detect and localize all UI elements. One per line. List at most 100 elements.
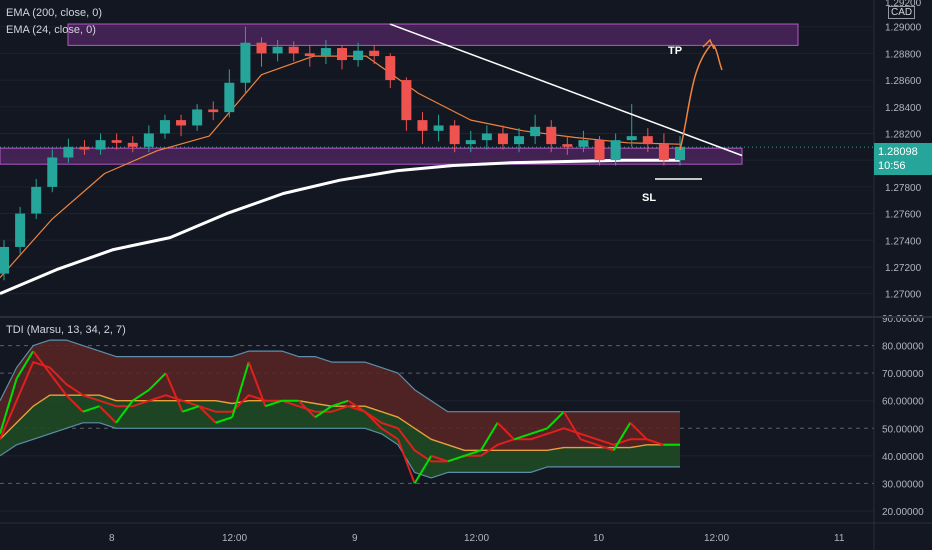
ema-24-line [0, 55, 681, 278]
tdi-tick-label: 80.00000 [882, 342, 924, 353]
tdi-price-segment [596, 443, 614, 452]
tdi-axis[interactable]: 20.00000 30.00000 40.00000 50.00000 60.00000… [882, 314, 924, 518]
tdi-price-segment [198, 405, 217, 424]
tp-label: TP [668, 45, 682, 57]
price-tick-label: 1.28800 [885, 49, 922, 60]
ema-24-series [0, 55, 681, 278]
ema-200-line [0, 158, 680, 295]
candle-body [320, 48, 331, 57]
candle-body [497, 133, 508, 145]
candle-body [79, 146, 90, 150]
tdi-price-segment [132, 388, 150, 402]
tdi-price-segment [380, 427, 399, 441]
candle-body [272, 46, 283, 54]
time-axis[interactable]: 8 12:00 9 12:00 10 12:00 11 [109, 533, 845, 544]
tdi-price-segment [148, 372, 167, 391]
candle-body [530, 126, 541, 137]
time-tick-label: 8 [109, 533, 115, 544]
tdi-price-segment [48, 372, 68, 396]
candle-body [481, 133, 492, 141]
tdi-price-segment [413, 455, 433, 484]
candle-body [159, 120, 170, 134]
tdi-price-segment [215, 416, 233, 424]
candle-body [546, 126, 557, 145]
tdi-price-segment [115, 400, 134, 424]
tdi-price-segment [32, 350, 51, 374]
tdi-upper-band [0, 339, 680, 413]
tdi-tick-label: 50.00000 [882, 424, 924, 435]
candle-body [369, 50, 380, 57]
candle-body [15, 213, 26, 247]
candle-body [47, 157, 58, 187]
candle-body [562, 144, 573, 147]
tdi-price-segment [0, 378, 18, 435]
candle-body [208, 109, 219, 113]
candle-body [610, 140, 621, 161]
tdi-price-segment [580, 438, 598, 446]
candle-body [0, 246, 9, 274]
candle-body [675, 146, 685, 161]
tdi-price-segment [430, 454, 449, 463]
ema-200-legend[interactable]: EMA (200, close, 0) [6, 7, 102, 19]
candle-body [111, 140, 122, 143]
candle-body [256, 42, 267, 54]
candle-body [143, 133, 154, 147]
tdi-lower-band [0, 422, 680, 479]
price-axis[interactable]: 1.270001.272001.274001.276001.278001.280… [885, 0, 922, 301]
price-tick-label: 1.27800 [885, 183, 922, 194]
tdi-price-segment [563, 411, 582, 440]
tdi-price-segment [612, 422, 632, 451]
candle-body [31, 186, 42, 214]
price-tick-label: 1.28400 [885, 103, 922, 114]
price-tick-label: 1.27000 [885, 290, 922, 301]
currency-badge: CAD [888, 6, 916, 19]
chart-drawings: TP SL [389, 23, 743, 204]
upper-band-fill [0, 340, 680, 451]
candle-body [658, 144, 669, 161]
sl-label: SL [642, 192, 656, 204]
candle-body [95, 140, 106, 150]
tdi-legend[interactable]: TDI (Marsu, 13, 34, 2, 7) [6, 324, 126, 336]
candle-body [353, 50, 364, 61]
candle-body [127, 142, 138, 147]
time-tick-label: 10 [593, 533, 605, 544]
candle-body [433, 125, 444, 131]
candle-body [578, 140, 589, 147]
tdi-price-segment [247, 361, 267, 407]
tdi-price-segment [364, 411, 383, 429]
tdi-tick-label: 60.00000 [882, 397, 924, 408]
price-zones [0, 23, 799, 165]
tdi-price-segment [646, 438, 664, 446]
tdi-pane[interactable] [0, 339, 874, 512]
candle-body [514, 136, 525, 145]
tdi-tick-label: 40.00000 [882, 452, 924, 463]
candle-body [626, 136, 637, 141]
candle-body [337, 48, 347, 61]
tdi-price-segment [265, 399, 283, 408]
tdi-price-segment [480, 422, 499, 451]
candle-body [63, 146, 74, 158]
candle-body [240, 42, 251, 83]
tdi-tick-label: 90.00000 [882, 314, 924, 325]
candle-body [304, 53, 315, 57]
ema-200-series [0, 158, 680, 295]
support-zone [0, 147, 743, 165]
candle-series [0, 26, 685, 281]
tdi-price-segment [82, 405, 100, 413]
ema-24-legend[interactable]: EMA (24, close, 0) [6, 24, 96, 36]
price-tick-label: 1.27200 [885, 263, 922, 274]
resistance-zone [67, 23, 799, 46]
tdi-tick-label: 70.00000 [882, 369, 924, 380]
candle-body [401, 80, 412, 121]
lower-band-fill [0, 395, 680, 478]
tdi-tick-label: 20.00000 [882, 507, 924, 518]
candle-body [594, 140, 605, 161]
price-tick-label: 1.28600 [885, 76, 922, 87]
price-tick-label: 1.27400 [885, 236, 922, 247]
tdi-price-segment [15, 350, 35, 380]
time-tick-label: 11 [834, 533, 845, 544]
tp-arrowhead [702, 38, 715, 50]
candle-body [465, 140, 476, 145]
time-tick-label: 12:00 [222, 533, 247, 544]
